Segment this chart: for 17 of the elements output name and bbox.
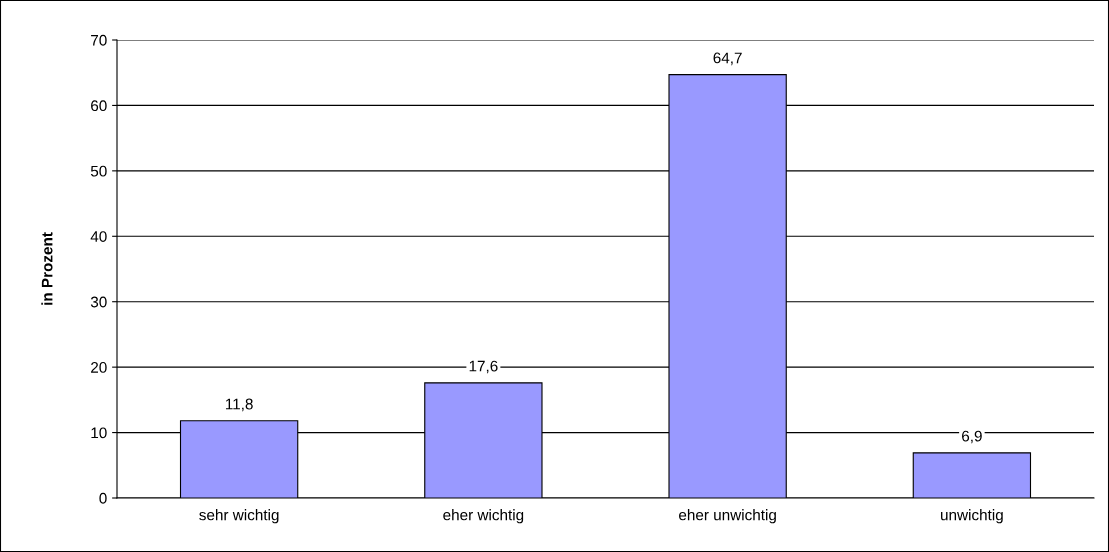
y-tick-label: 30: [90, 296, 107, 308]
data-label: 11,8: [225, 398, 253, 412]
y-tick-label: 60: [91, 100, 107, 112]
y-tick-label: 50: [90, 165, 107, 177]
x-tick-label: eher unwichtig: [679, 509, 776, 524]
y-axis-title: in Prozent: [41, 232, 53, 305]
data-label: 17,6: [469, 360, 498, 374]
data-label: 64,7: [713, 52, 742, 66]
y-tick-label: 70: [91, 34, 107, 46]
x-tick-label: eher wichtig: [443, 509, 524, 524]
y-tick-label: 0: [99, 492, 107, 504]
y-tick-label: 20: [91, 362, 107, 373]
x-tick-label: unwichtig: [941, 509, 1003, 524]
y-tick-label: 10: [91, 427, 107, 439]
data-label: 6,9: [962, 430, 982, 444]
x-tick-label: sehr wichtig: [199, 509, 279, 524]
y-tick-label: 40: [90, 231, 107, 242]
